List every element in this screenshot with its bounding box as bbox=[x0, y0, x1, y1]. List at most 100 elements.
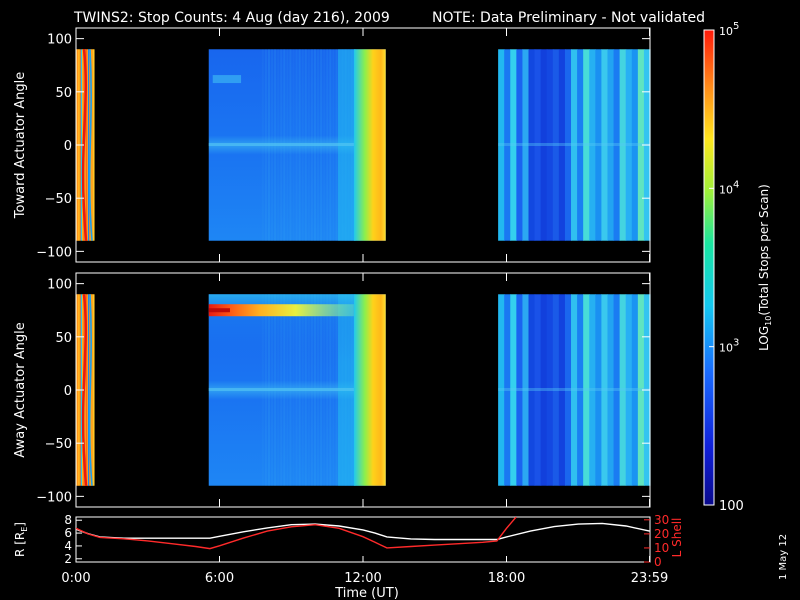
left-y-tick-label: 6 bbox=[64, 526, 72, 540]
heatmap-column bbox=[607, 49, 615, 241]
heatmap-feature bbox=[88, 294, 93, 486]
y-tick-label: −50 bbox=[45, 437, 72, 452]
y-axis-label: Away Actuator Angle bbox=[13, 322, 28, 457]
heatmap-column bbox=[540, 49, 548, 241]
toward-angle-panel: 100 50 0 −50 −100 Toward Actuator Angle bbox=[13, 27, 651, 263]
left-y-tick-label: 4 bbox=[64, 539, 72, 553]
right-y-tick-label: 20 bbox=[654, 527, 669, 541]
heatmap-column bbox=[504, 294, 511, 486]
heatmap-hot-edge bbox=[353, 294, 386, 486]
zero-angle-band bbox=[208, 143, 354, 146]
heatmap-column bbox=[589, 49, 596, 241]
heatmap-column bbox=[619, 49, 627, 241]
y-tick-label: 50 bbox=[55, 86, 72, 101]
heatmap-column bbox=[534, 49, 542, 241]
heatmap-column bbox=[558, 49, 566, 241]
colorbar-tick-label: 105 bbox=[719, 21, 739, 38]
heatmap-column bbox=[522, 49, 530, 241]
y-tick-label: 100 bbox=[47, 33, 72, 48]
heatmap-column bbox=[564, 294, 572, 486]
heatmap-feature bbox=[81, 294, 88, 486]
left-axis-label: R [RE] bbox=[13, 522, 29, 557]
colorbar-label: LOG10(Total Stops per Scan) bbox=[757, 184, 773, 351]
right-y-tick-label: 30 bbox=[654, 513, 669, 527]
date-stamp: 1 May 12 bbox=[778, 534, 789, 580]
heatmap-column bbox=[498, 49, 505, 241]
heatmap-column bbox=[516, 49, 524, 241]
figure-title: TWINS2: Stop Counts: 4 Aug (day 216), 20… bbox=[73, 10, 390, 26]
heatmap-column bbox=[92, 49, 95, 241]
heatmap-column bbox=[534, 294, 542, 486]
colorbar: 105 104 103 100 LOG10(Total Stops per Scan) bbox=[703, 21, 773, 514]
heatmap-column bbox=[91, 294, 94, 486]
y-tick-label: 100 bbox=[47, 278, 72, 293]
heatmap-streak-core bbox=[208, 308, 230, 313]
x-tick-label: 6:00 bbox=[205, 571, 234, 586]
right-axis-label: L Shell bbox=[670, 518, 684, 558]
zero-angle-band bbox=[498, 143, 650, 146]
y-tick-label: −100 bbox=[36, 490, 72, 505]
heatmap-column bbox=[625, 294, 633, 486]
right-y-tick-label: 0 bbox=[654, 555, 662, 569]
heatmap-feature bbox=[212, 75, 242, 84]
y-tick-label: −100 bbox=[36, 245, 72, 260]
heatmap-column bbox=[595, 294, 603, 486]
x-axis-label: Time (UT) bbox=[334, 586, 399, 600]
x-tick-label: 23:59 bbox=[631, 571, 668, 586]
heatmap-column bbox=[498, 294, 505, 486]
heatmap-column bbox=[637, 294, 645, 486]
heatmap-column bbox=[510, 294, 517, 486]
heatmap-column bbox=[546, 49, 554, 241]
x-tick-label: 0:00 bbox=[61, 571, 90, 586]
left-y-tick-label: 2 bbox=[64, 552, 72, 566]
zero-angle-band bbox=[208, 388, 354, 391]
x-tick-label: 18:00 bbox=[488, 571, 525, 586]
heatmap-column bbox=[516, 294, 524, 486]
heatmap-column bbox=[90, 294, 93, 486]
heatmap-column bbox=[571, 294, 578, 486]
lshell-series-line bbox=[76, 517, 517, 550]
colorbar-tick-label: 100 bbox=[719, 499, 744, 514]
zero-angle-band bbox=[498, 388, 650, 391]
heatmap-column bbox=[637, 49, 645, 241]
heatmap-streak-75deg bbox=[208, 304, 354, 317]
y-tick-label: 0 bbox=[64, 139, 72, 154]
heatmap-feature bbox=[81, 49, 88, 241]
heatmap-column bbox=[595, 49, 603, 241]
x-tick-label: 12:00 bbox=[344, 571, 381, 586]
heatmap-column bbox=[87, 294, 90, 486]
y-axis-label: Toward Actuator Angle bbox=[13, 72, 28, 219]
heatmap-column bbox=[84, 49, 87, 241]
heatmap-column bbox=[540, 294, 548, 486]
heatmap-column bbox=[601, 294, 609, 486]
heatmap-hot-edge bbox=[353, 49, 386, 241]
right-y-tick-label: 10 bbox=[654, 541, 669, 555]
heatmap-column bbox=[528, 294, 536, 486]
colorbar-tick-label: 104 bbox=[719, 179, 739, 196]
r-series-line bbox=[76, 522, 650, 541]
heatmap-feature bbox=[88, 49, 93, 241]
heatmap-column bbox=[613, 49, 621, 241]
heatmap-column bbox=[552, 49, 560, 241]
heatmap-column bbox=[552, 294, 560, 486]
heatmap-column bbox=[85, 49, 88, 241]
heatmap-column bbox=[577, 294, 584, 486]
heatmap-column bbox=[583, 294, 590, 486]
heatmap-column bbox=[522, 294, 530, 486]
heatmap-column bbox=[583, 49, 590, 241]
colorbar-tick-label: 103 bbox=[719, 338, 739, 355]
heatmap-column bbox=[558, 294, 566, 486]
heatmap-column bbox=[577, 49, 584, 241]
heatmap-column bbox=[589, 294, 596, 486]
heatmap-column bbox=[92, 294, 95, 486]
heatmap-column bbox=[631, 294, 639, 486]
heatmap-column bbox=[619, 294, 627, 486]
heatmap-column bbox=[86, 294, 89, 486]
heatmap-column bbox=[504, 49, 511, 241]
colorbar-scale bbox=[703, 29, 715, 506]
y-tick-label: 0 bbox=[64, 384, 72, 399]
heatmap-column bbox=[631, 49, 639, 241]
heatmap-column bbox=[546, 294, 554, 486]
heatmap-column bbox=[625, 49, 633, 241]
